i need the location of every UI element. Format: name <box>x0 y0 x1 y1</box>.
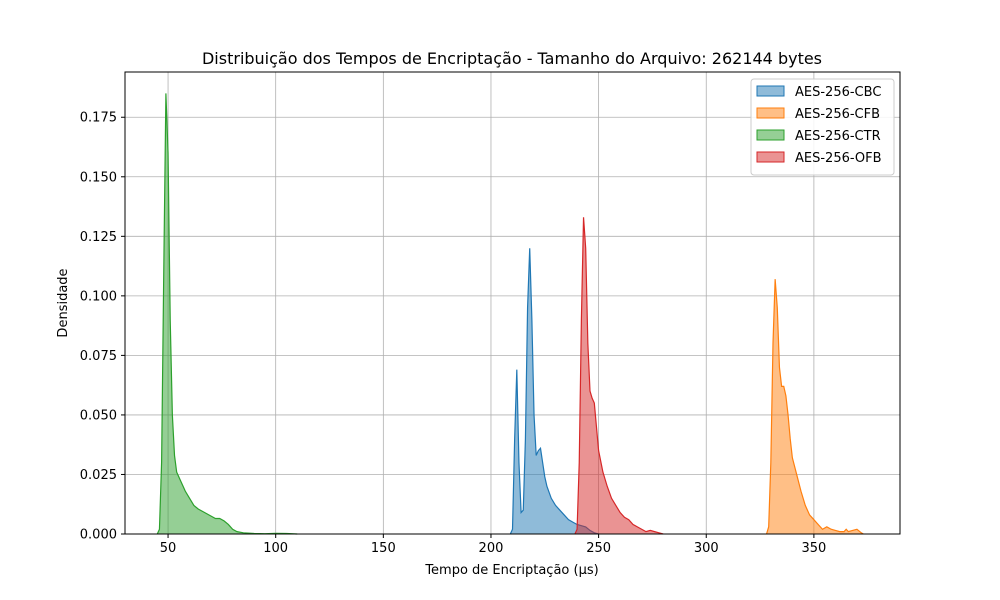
y-tick-label: 0.050 <box>80 408 117 423</box>
chart-title: Distribuição dos Tempos de Encriptação -… <box>202 49 822 68</box>
legend-label: AES-256-CTR <box>795 129 881 144</box>
legend-swatch <box>756 85 785 97</box>
density-areas <box>156 93 864 535</box>
legend-label: AES-256-CBC <box>795 85 881 100</box>
x-tick-label: 250 <box>586 541 611 556</box>
area-aes-256-ctr <box>157 93 298 535</box>
y-tick-label: 0.025 <box>80 468 117 483</box>
plot-frame <box>124 71 901 535</box>
line-aes-256-ofb <box>574 217 664 535</box>
y-axis-ticks: 0.000 0.025 0.050 0.075 0.100 0.125 0.150 0.175 <box>80 111 125 543</box>
x-axis-ticks: 50 100 150 200 250 300 350 <box>160 534 826 556</box>
x-tick-label: 200 <box>479 541 504 556</box>
x-tick-label: 300 <box>694 541 719 556</box>
legend-swatch <box>756 129 785 141</box>
x-tick-label: 100 <box>263 541 288 556</box>
y-tick-label: 0.100 <box>80 289 117 304</box>
y-tick-label: 0.175 <box>80 111 117 126</box>
area-aes-256-ofb <box>574 217 664 534</box>
y-tick-label: 0.000 <box>80 528 117 543</box>
y-axis-label: Densidade <box>56 268 71 337</box>
legend-label: AES-256-OFB <box>795 151 882 166</box>
legend: AES-256-CBC AES-256-CFB AES-256-CTR AES-256… <box>750 78 895 176</box>
x-axis-label: Tempo de Encriptação (µs) <box>424 563 598 578</box>
legend-box <box>750 78 895 176</box>
y-tick-label: 0.075 <box>80 349 117 364</box>
legend-swatch <box>756 151 785 163</box>
x-tick-label: 50 <box>160 541 177 556</box>
y-tick-label: 0.125 <box>80 230 117 245</box>
x-tick-label: 150 <box>371 541 396 556</box>
area-aes-256-cfb <box>766 279 864 534</box>
line-aes-256-ctr <box>156 93 298 535</box>
line-aes-256-cfb <box>765 279 864 535</box>
x-tick-label: 350 <box>801 541 826 556</box>
legend-swatch <box>756 107 785 119</box>
area-aes-256-cbc <box>510 248 599 535</box>
y-tick-label: 0.150 <box>80 170 117 185</box>
legend-label: AES-256-CFB <box>795 107 880 122</box>
